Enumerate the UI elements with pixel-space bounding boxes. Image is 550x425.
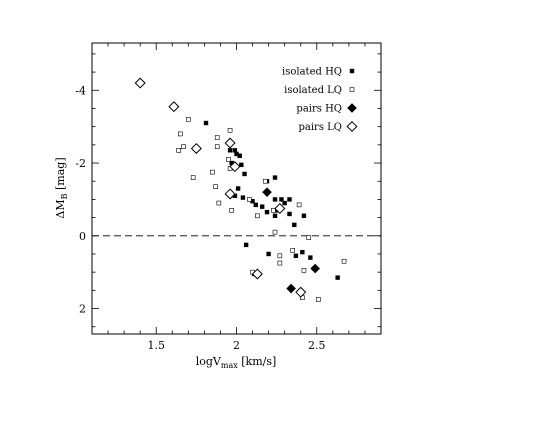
point-isolated-hq xyxy=(250,199,255,204)
point-pairs-lq xyxy=(274,202,286,215)
point-isolated-lq xyxy=(186,117,191,122)
point-pairs-hq xyxy=(286,283,296,294)
point-pairs-lq xyxy=(168,101,180,113)
point-isolated-hq xyxy=(335,275,340,280)
point-isolated-lq xyxy=(178,131,183,137)
y-tick-label: 2 xyxy=(79,303,86,316)
point-isolated-hq xyxy=(242,171,247,177)
point-isolated-hq xyxy=(287,211,292,217)
point-isolated-hq xyxy=(240,195,246,200)
point-pairs-lq xyxy=(229,161,241,173)
point-isolated-hq xyxy=(264,209,270,215)
point-isolated-hq xyxy=(266,251,271,257)
point-isolated-lq xyxy=(301,268,307,273)
point-isolated-lq xyxy=(316,297,321,302)
y-tick-label: 0 xyxy=(79,230,86,243)
point-isolated-lq xyxy=(176,148,181,153)
point-isolated-hq xyxy=(293,253,299,258)
point-isolated-hq xyxy=(300,249,305,255)
point-isolated-lq xyxy=(229,208,234,213)
point-isolated-lq xyxy=(216,200,222,206)
point-isolated-hq xyxy=(272,197,278,202)
point-pairs-hq xyxy=(262,187,272,197)
point-isolated-hq xyxy=(229,160,234,166)
point-isolated-hq xyxy=(203,120,209,126)
point-pairs-lq xyxy=(190,142,202,154)
y-axis-label-main: ΔM xyxy=(54,199,67,218)
point-isolated-hq xyxy=(243,242,249,248)
point-isolated-hq xyxy=(287,197,292,202)
point-isolated-lq xyxy=(263,178,268,184)
point-isolated-lq xyxy=(214,135,220,140)
point-pairs-lq xyxy=(251,268,263,280)
point-isolated-hq xyxy=(237,153,242,158)
legend-label-isolated-lq: isolated LQ xyxy=(284,85,342,96)
tick-labels: 1.5 2 2.5 -4 -2 0 2 xyxy=(75,84,325,352)
point-isolated-hq xyxy=(292,222,297,228)
legend-label-isolated-hq: isolated HQ xyxy=(282,67,342,78)
point-pairs-lq xyxy=(224,188,236,200)
legend-marker-pairs-lq xyxy=(346,120,358,133)
point-isolated-lq xyxy=(190,175,196,180)
legend-marker-isolated-hq xyxy=(349,68,355,74)
point-isolated-hq xyxy=(259,204,265,209)
x-axis-label-units: [km/s] xyxy=(238,355,277,368)
point-isolated-hq xyxy=(232,193,238,198)
legend-marker-pairs-hq xyxy=(347,103,357,113)
point-isolated-hq xyxy=(272,213,278,218)
point-isolated-hq xyxy=(227,148,233,153)
y-tick-label: -4 xyxy=(75,84,86,97)
point-isolated-lq xyxy=(306,235,312,240)
point-isolated-lq xyxy=(290,248,295,253)
point-isolated-lq xyxy=(210,169,215,175)
point-isolated-lq xyxy=(247,197,252,202)
point-isolated-lq xyxy=(272,229,278,235)
x-axis-label-sub: max xyxy=(221,361,238,370)
legend-label-pairs-hq: pairs HQ xyxy=(296,104,342,115)
y-tick-label: -2 xyxy=(75,157,86,170)
point-isolated-hq xyxy=(232,148,238,153)
y-axis-label-sub: B xyxy=(60,193,69,199)
point-isolated-lq xyxy=(213,184,218,189)
point-isolated-lq xyxy=(277,253,283,259)
point-isolated-hq xyxy=(253,202,258,208)
x-tick-label: 1.5 xyxy=(147,339,165,352)
point-pairs-lq xyxy=(134,77,146,89)
y-axis-label-units: [mag] xyxy=(54,157,67,193)
legend: isolated HQ isolated LQ pairs HQ pairs LQ xyxy=(282,67,358,133)
x-axis-label-main: logV xyxy=(196,355,222,368)
point-pairs-hq xyxy=(310,263,320,274)
point-isolated-hq xyxy=(239,162,244,168)
point-isolated-hq xyxy=(272,175,278,180)
point-isolated-lq xyxy=(181,144,186,149)
point-isolated-lq xyxy=(227,128,233,133)
x-tick-label: 2.5 xyxy=(308,339,326,352)
point-isolated-lq xyxy=(214,144,220,149)
point-isolated-hq xyxy=(279,197,284,202)
point-isolated-hq xyxy=(308,255,313,260)
point-isolated-lq xyxy=(296,202,302,208)
point-pairs-lq xyxy=(224,137,236,149)
y-axis-label: ΔMB [mag] xyxy=(54,157,69,218)
point-isolated-lq xyxy=(277,260,283,266)
point-pairs-lq xyxy=(295,286,307,298)
point-isolated-lq xyxy=(226,157,231,162)
point-isolated-lq xyxy=(341,258,347,264)
point-isolated-lq xyxy=(271,208,276,213)
point-isolated-lq xyxy=(255,213,260,219)
legend-label-pairs-lq: pairs LQ xyxy=(299,122,343,133)
point-isolated-hq xyxy=(234,151,239,157)
legend-marker-isolated-lq xyxy=(349,87,355,92)
point-isolated-hq xyxy=(235,186,241,191)
point-isolated-hq xyxy=(301,213,307,218)
point-isolated-hq xyxy=(282,200,287,206)
data-points xyxy=(134,77,347,302)
x-axis-label: logVmax [km/s] xyxy=(196,355,277,370)
x-tick-label: 2 xyxy=(233,339,240,352)
